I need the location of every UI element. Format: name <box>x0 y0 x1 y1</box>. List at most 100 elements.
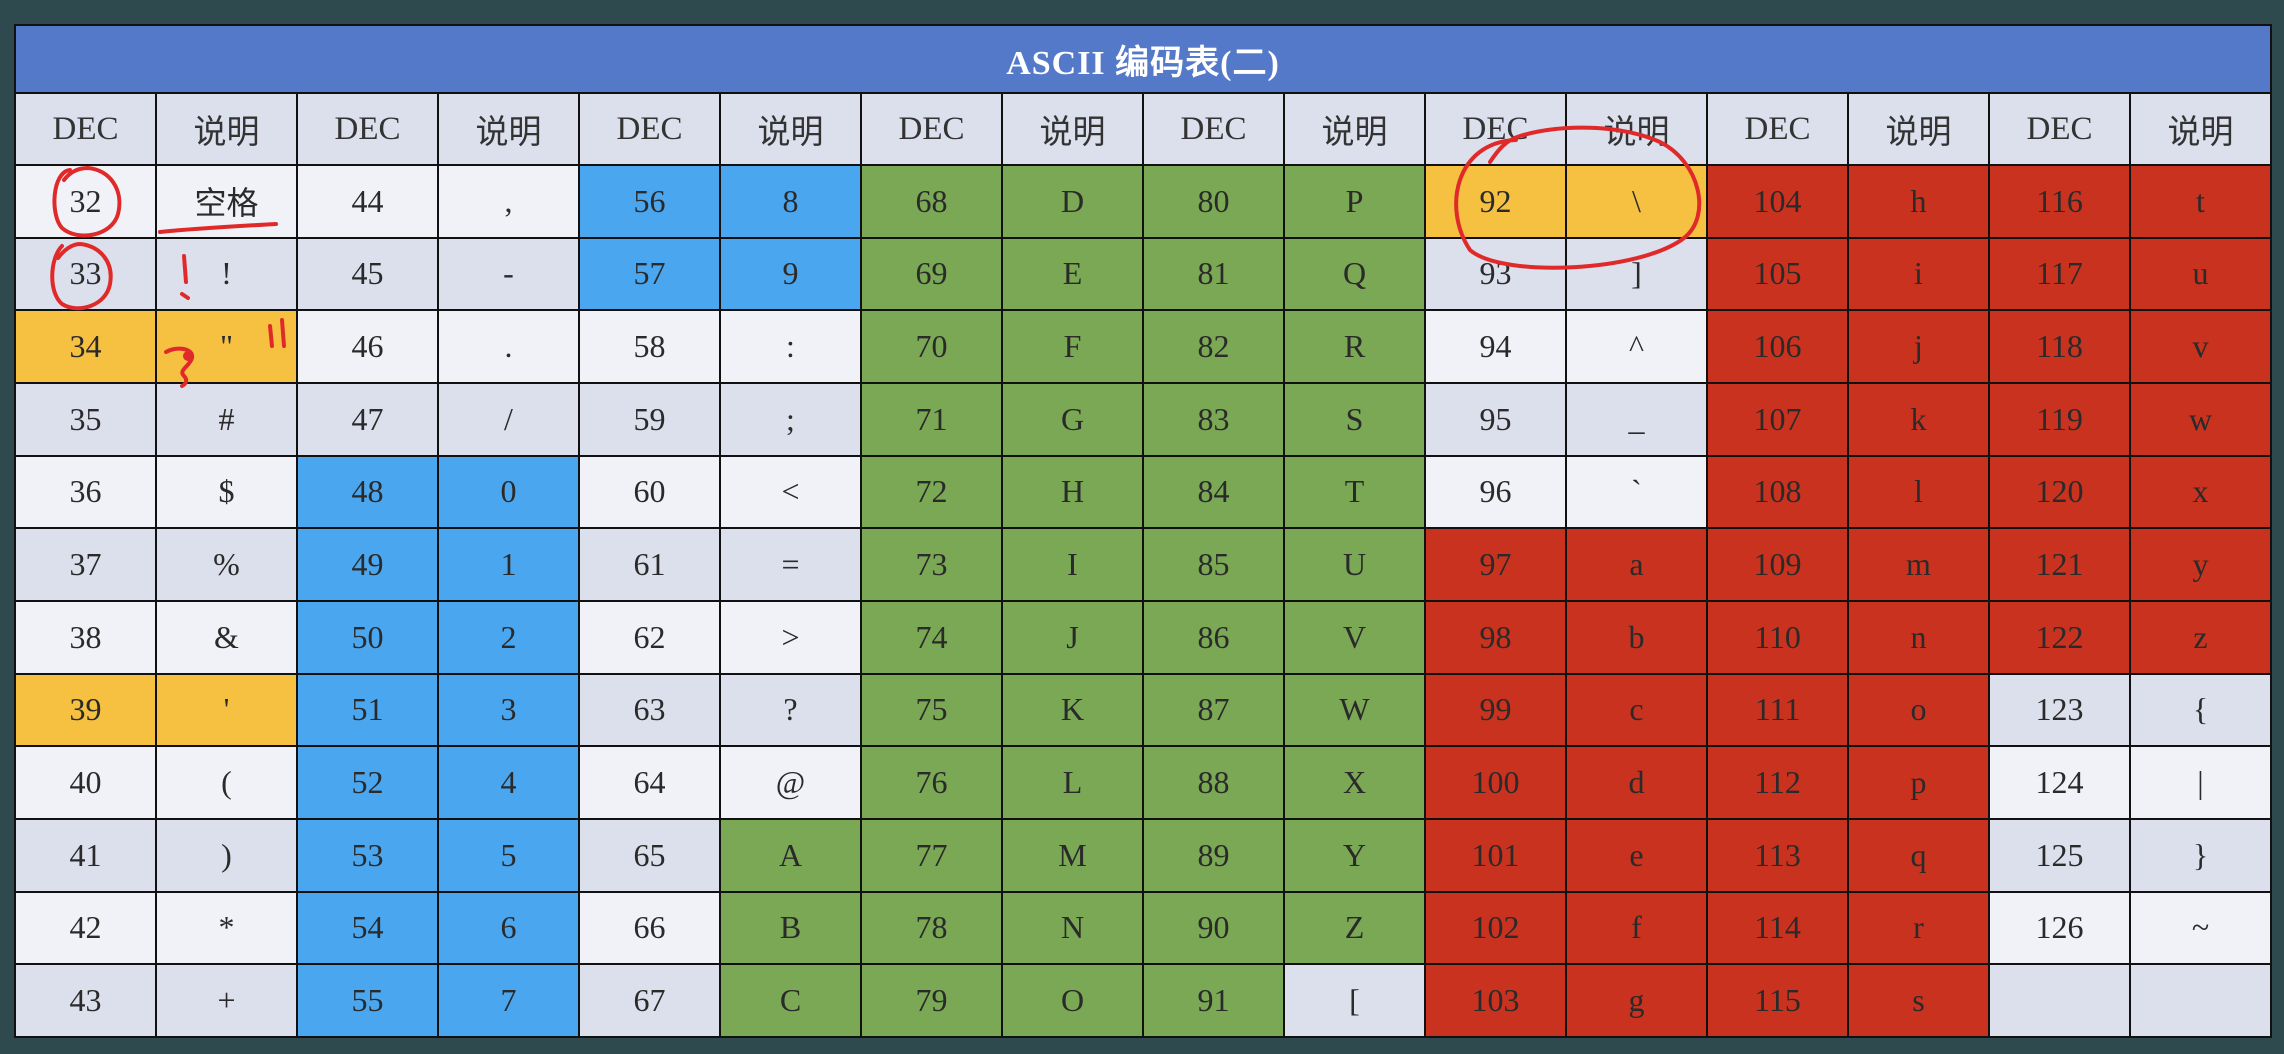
dec-cell: 108 <box>1706 454 1849 530</box>
header-desc-5: 说明 <box>1565 92 1708 166</box>
dec-cell: 103 <box>1424 963 1567 1038</box>
char-cell: V <box>1283 599 1426 675</box>
dec-cell: 98 <box>1424 599 1567 675</box>
header-desc-0: 说明 <box>155 92 298 166</box>
char-cell: e <box>1565 817 1708 893</box>
char-cell: F <box>1001 309 1144 384</box>
char-cell: $ <box>155 454 298 530</box>
dec-cell: 86 <box>1142 599 1285 675</box>
table-row: 34 " 46. 58:70 F 82 R 94 ^ 106 j 118 v <box>14 309 2272 384</box>
char-cell: k <box>1847 381 1990 457</box>
dec-cell: 57 <box>578 236 721 312</box>
char-cell: 2 <box>437 599 580 675</box>
dec-cell: 51 <box>296 672 439 748</box>
char-cell: 9 <box>719 236 862 312</box>
char-cell: ! <box>155 236 298 312</box>
char-cell: a <box>1565 527 1708 602</box>
char-cell: + <box>155 963 298 1038</box>
char-cell: w <box>2129 381 2272 457</box>
char-cell: / <box>437 381 580 457</box>
dec-cell: 122 <box>1988 599 2131 675</box>
dec-cell: 124 <box>1988 745 2131 820</box>
dec-cell: 97 <box>1424 527 1567 602</box>
header-dec-0: DEC <box>14 92 157 166</box>
dec-cell: 32 <box>14 164 157 239</box>
char-cell: . <box>437 309 580 384</box>
char-cell: o <box>1847 672 1990 748</box>
dec-cell: 91 <box>1142 963 1285 1038</box>
char-cell: P <box>1283 164 1426 239</box>
table-row: 36 $48 0 60 <72 H 84 T 96 ` 108 l 120 x <box>14 454 2272 530</box>
table-row: 43 +55 7 67 C 79 O 91[103 g 115 s <box>14 963 2272 1038</box>
dec-cell: 99 <box>1424 672 1567 748</box>
char-cell: # <box>155 381 298 457</box>
dec-cell: 113 <box>1706 817 1849 893</box>
char-cell: j <box>1847 309 1990 384</box>
dec-cell: 83 <box>1142 381 1285 457</box>
dec-cell: 88 <box>1142 745 1285 820</box>
char-cell: * <box>155 890 298 966</box>
char-cell: O <box>1001 963 1144 1038</box>
char-cell: ` <box>1565 454 1708 530</box>
table-body: 32 空格 44, 56 8 68 D 80 P 92 \ 104 h 116 t 33! 45-57 9 69 E 8… <box>14 164 2272 1038</box>
dec-cell: 114 <box>1706 890 1849 966</box>
table-row: 41) 53 5 65 A 77 M 89 Y 101 e 113 q 125} <box>14 817 2272 893</box>
dec-cell: 34 <box>14 309 157 384</box>
header-dec-1: DEC <box>296 92 439 166</box>
table-row: 40(52 4 64 @76 L 88 X 100 d 112 p 124 | <box>14 745 2272 820</box>
dec-cell: 58 <box>578 309 721 384</box>
dec-cell: 45 <box>296 236 439 312</box>
dec-cell: 72 <box>860 454 1003 530</box>
char-cell: % <box>155 527 298 602</box>
dec-cell: 49 <box>296 527 439 602</box>
dec-cell: 117 <box>1988 236 2131 312</box>
dec-cell: 78 <box>860 890 1003 966</box>
char-cell: g <box>1565 963 1708 1038</box>
char-cell: 1 <box>437 527 580 602</box>
header-dec-2: DEC <box>578 92 721 166</box>
char-cell: W <box>1283 672 1426 748</box>
dec-cell: 73 <box>860 527 1003 602</box>
char-cell: ; <box>719 381 862 457</box>
header-desc-6: 说明 <box>1847 92 1990 166</box>
dec-cell: 60 <box>578 454 721 530</box>
dec-cell: 89 <box>1142 817 1285 893</box>
header-dec-5: DEC <box>1424 92 1567 166</box>
char-cell: y <box>2129 527 2272 602</box>
char-cell: ~ <box>2129 890 2272 966</box>
dec-cell: 93 <box>1424 236 1567 312</box>
dec-cell: 101 <box>1424 817 1567 893</box>
dec-cell: 47 <box>296 381 439 457</box>
dec-cell: 36 <box>14 454 157 530</box>
char-cell: ^ <box>1565 309 1708 384</box>
dec-cell: 100 <box>1424 745 1567 820</box>
header-desc-1: 说明 <box>437 92 580 166</box>
dec-cell <box>1988 963 2131 1038</box>
header-desc-2: 说明 <box>719 92 862 166</box>
dec-cell: 107 <box>1706 381 1849 457</box>
char-cell: R <box>1283 309 1426 384</box>
dec-cell: 70 <box>860 309 1003 384</box>
char-cell: ' <box>155 672 298 748</box>
char-cell <box>2129 963 2272 1038</box>
dec-cell: 116 <box>1988 164 2131 239</box>
dec-cell: 106 <box>1706 309 1849 384</box>
char-cell: l <box>1847 454 1990 530</box>
dec-cell: 81 <box>1142 236 1285 312</box>
char-cell: z <box>2129 599 2272 675</box>
char-cell: D <box>1001 164 1144 239</box>
header-dec-7: DEC <box>1988 92 2131 166</box>
char-cell: : <box>719 309 862 384</box>
char-cell: - <box>437 236 580 312</box>
dec-cell: 85 <box>1142 527 1285 602</box>
dec-cell: 118 <box>1988 309 2131 384</box>
dec-cell: 75 <box>860 672 1003 748</box>
char-cell: < <box>719 454 862 530</box>
char-cell: ( <box>155 745 298 820</box>
char-cell: m <box>1847 527 1990 602</box>
char-cell: b <box>1565 599 1708 675</box>
header-dec-4: DEC <box>1142 92 1285 166</box>
table-row: 32 空格 44, 56 8 68 D 80 P 92 \ 104 h 116 t <box>14 164 2272 239</box>
header-row: DEC 说明 DEC 说明 DEC 说明 DEC 说明 DEC 说明 DEC 说明 DEC 说明 DEC 说明 <box>14 92 2272 166</box>
ascii-table: ASCII 编码表(二) DEC 说明 DEC 说明 DEC 说明 DEC 说明 DEC 说明 DE… <box>14 24 2272 1038</box>
